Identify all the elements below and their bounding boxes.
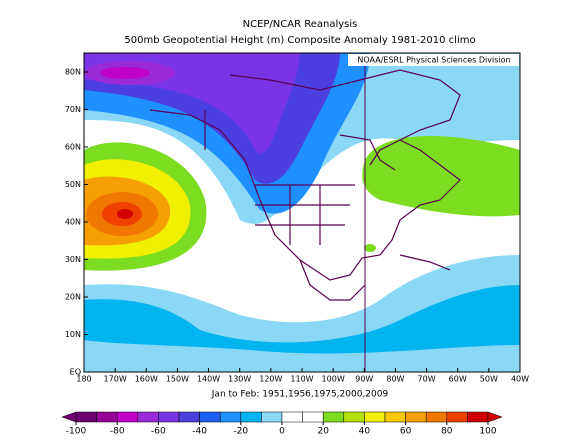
colorbar-swatch	[116, 411, 139, 423]
lat-label: 30N	[65, 255, 81, 264]
colorbar-label: -100	[66, 427, 87, 437]
colorbar-label: 40	[359, 427, 371, 437]
lon-label: 120W	[259, 375, 282, 384]
lon-label: 40W	[511, 375, 529, 384]
lat-label: 40N	[65, 218, 81, 227]
lon-label: 180	[76, 375, 91, 384]
colorbar-swatch	[446, 411, 468, 423]
lon-label: 140W	[197, 375, 220, 384]
colorbar-arrow	[487, 411, 503, 423]
lon-label: 50W	[480, 375, 498, 384]
lon-label: 130W	[228, 375, 251, 384]
colorbar-label: -40	[192, 427, 207, 437]
colorbar-label: 60	[400, 427, 412, 437]
lon-label: 170W	[104, 375, 127, 384]
lon-label: 160W	[135, 375, 158, 384]
lon-label: 110W	[290, 375, 313, 384]
lat-label: 80N	[65, 68, 81, 77]
colorbar-swatch	[425, 411, 448, 423]
lat-label: 10N	[65, 330, 81, 339]
colorbar-swatch	[302, 411, 324, 423]
lat-label: 70N	[65, 105, 81, 114]
lat-label: 20N	[65, 293, 81, 302]
lat-label: 60N	[65, 143, 81, 152]
colorbar-swatch	[384, 411, 406, 423]
map: NOAA/ESRL Physical Sciences Division	[83, 52, 521, 373]
colorbar-arrow	[61, 411, 77, 423]
colorbar: -100 -80 -60 -40 -20 0 20 40 60 80 100	[61, 411, 503, 437]
colorbar-swatch	[178, 411, 200, 423]
colorbar-swatch	[75, 411, 97, 423]
colorbar-label: 80	[441, 427, 453, 437]
colorbar-label: -20	[233, 427, 248, 437]
lon-label: 150W	[166, 375, 189, 384]
colorbar-swatch	[261, 411, 283, 423]
title: NCEP/NCAR Reanalysis	[243, 19, 358, 30]
colorbar-swatch	[96, 411, 118, 423]
lon-label: 90W	[355, 375, 373, 384]
colorbar-swatch	[322, 411, 345, 423]
colorbar-swatch	[240, 411, 262, 423]
colorbar-label: -60	[151, 427, 166, 437]
colorbar-label: -80	[110, 427, 125, 437]
colorbar-swatch	[137, 411, 159, 423]
subtitle: 500mb Geopotential Height (m) Composite …	[124, 35, 475, 46]
lon-label: 60W	[449, 375, 467, 384]
colorbar-label: 100	[479, 427, 496, 437]
colorbar-label: 0	[279, 427, 285, 437]
colorbar-label: 20	[317, 427, 329, 437]
colorbar-swatch	[343, 411, 365, 423]
lon-label: 70W	[418, 375, 436, 384]
lon-label: 100W	[322, 375, 345, 384]
colorbar-swatch	[199, 411, 221, 423]
lon-label: 80W	[386, 375, 404, 384]
colorbar-swatch	[467, 411, 489, 423]
period: Jan to Feb: 1951,1956,1975,2000,2009	[211, 390, 389, 400]
colorbar-swatch	[158, 411, 180, 423]
lat-label: EQ	[70, 368, 81, 377]
colorbar-swatch	[405, 411, 427, 423]
colorbar-swatch	[364, 411, 386, 423]
colorbar-swatch	[219, 411, 242, 423]
lat-label: 50N	[65, 180, 81, 189]
colorbar-swatch	[281, 411, 303, 423]
credit: NOAA/ESRL Physical Sciences Division	[357, 56, 510, 65]
